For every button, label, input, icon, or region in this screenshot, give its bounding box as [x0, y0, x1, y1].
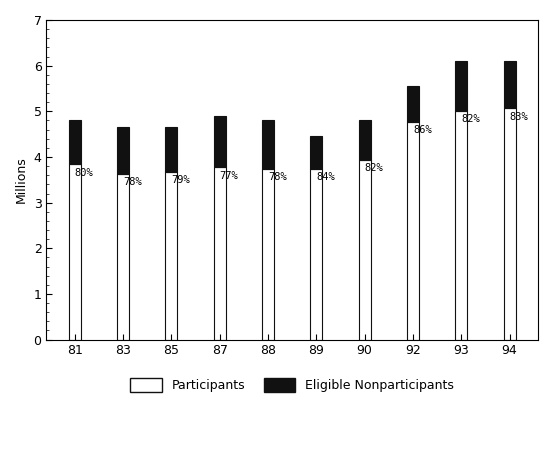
Text: 78%: 78% — [268, 172, 287, 182]
Text: 77%: 77% — [220, 170, 238, 181]
Bar — [262, 120, 274, 169]
Text: 79%: 79% — [171, 175, 190, 185]
Bar — [359, 160, 371, 340]
Bar — [262, 169, 274, 340]
Bar — [407, 122, 419, 340]
Bar — [359, 120, 371, 160]
Bar — [310, 136, 322, 169]
Bar — [117, 127, 129, 174]
Bar — [213, 167, 226, 340]
Legend: Participants, Eligible Nonparticipants: Participants, Eligible Nonparticipants — [126, 373, 459, 397]
Bar — [504, 61, 515, 108]
Bar — [407, 86, 419, 122]
Bar — [455, 61, 467, 111]
Bar — [504, 108, 515, 340]
Bar — [213, 116, 226, 167]
Bar — [310, 169, 322, 340]
Bar — [69, 164, 81, 340]
Bar — [165, 172, 178, 340]
Text: 78%: 78% — [123, 177, 142, 187]
Text: 86%: 86% — [413, 125, 432, 135]
Text: 84%: 84% — [316, 172, 335, 182]
Bar — [69, 120, 81, 164]
Text: 82%: 82% — [461, 114, 480, 124]
Bar — [455, 111, 467, 340]
Text: 80%: 80% — [75, 168, 93, 177]
Text: 83%: 83% — [510, 112, 528, 122]
Bar — [165, 127, 178, 172]
Bar — [117, 174, 129, 340]
Y-axis label: Millions: Millions — [15, 156, 28, 203]
Text: 82%: 82% — [364, 163, 383, 173]
